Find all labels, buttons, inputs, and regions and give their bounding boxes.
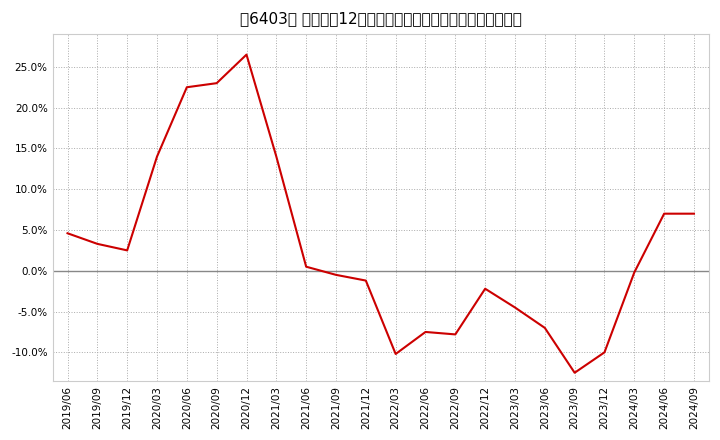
- Title: ［6403］ 売上高の12か月移動合計の対前年同期増減率の推移: ［6403］ 売上高の12か月移動合計の対前年同期増減率の推移: [240, 11, 522, 26]
